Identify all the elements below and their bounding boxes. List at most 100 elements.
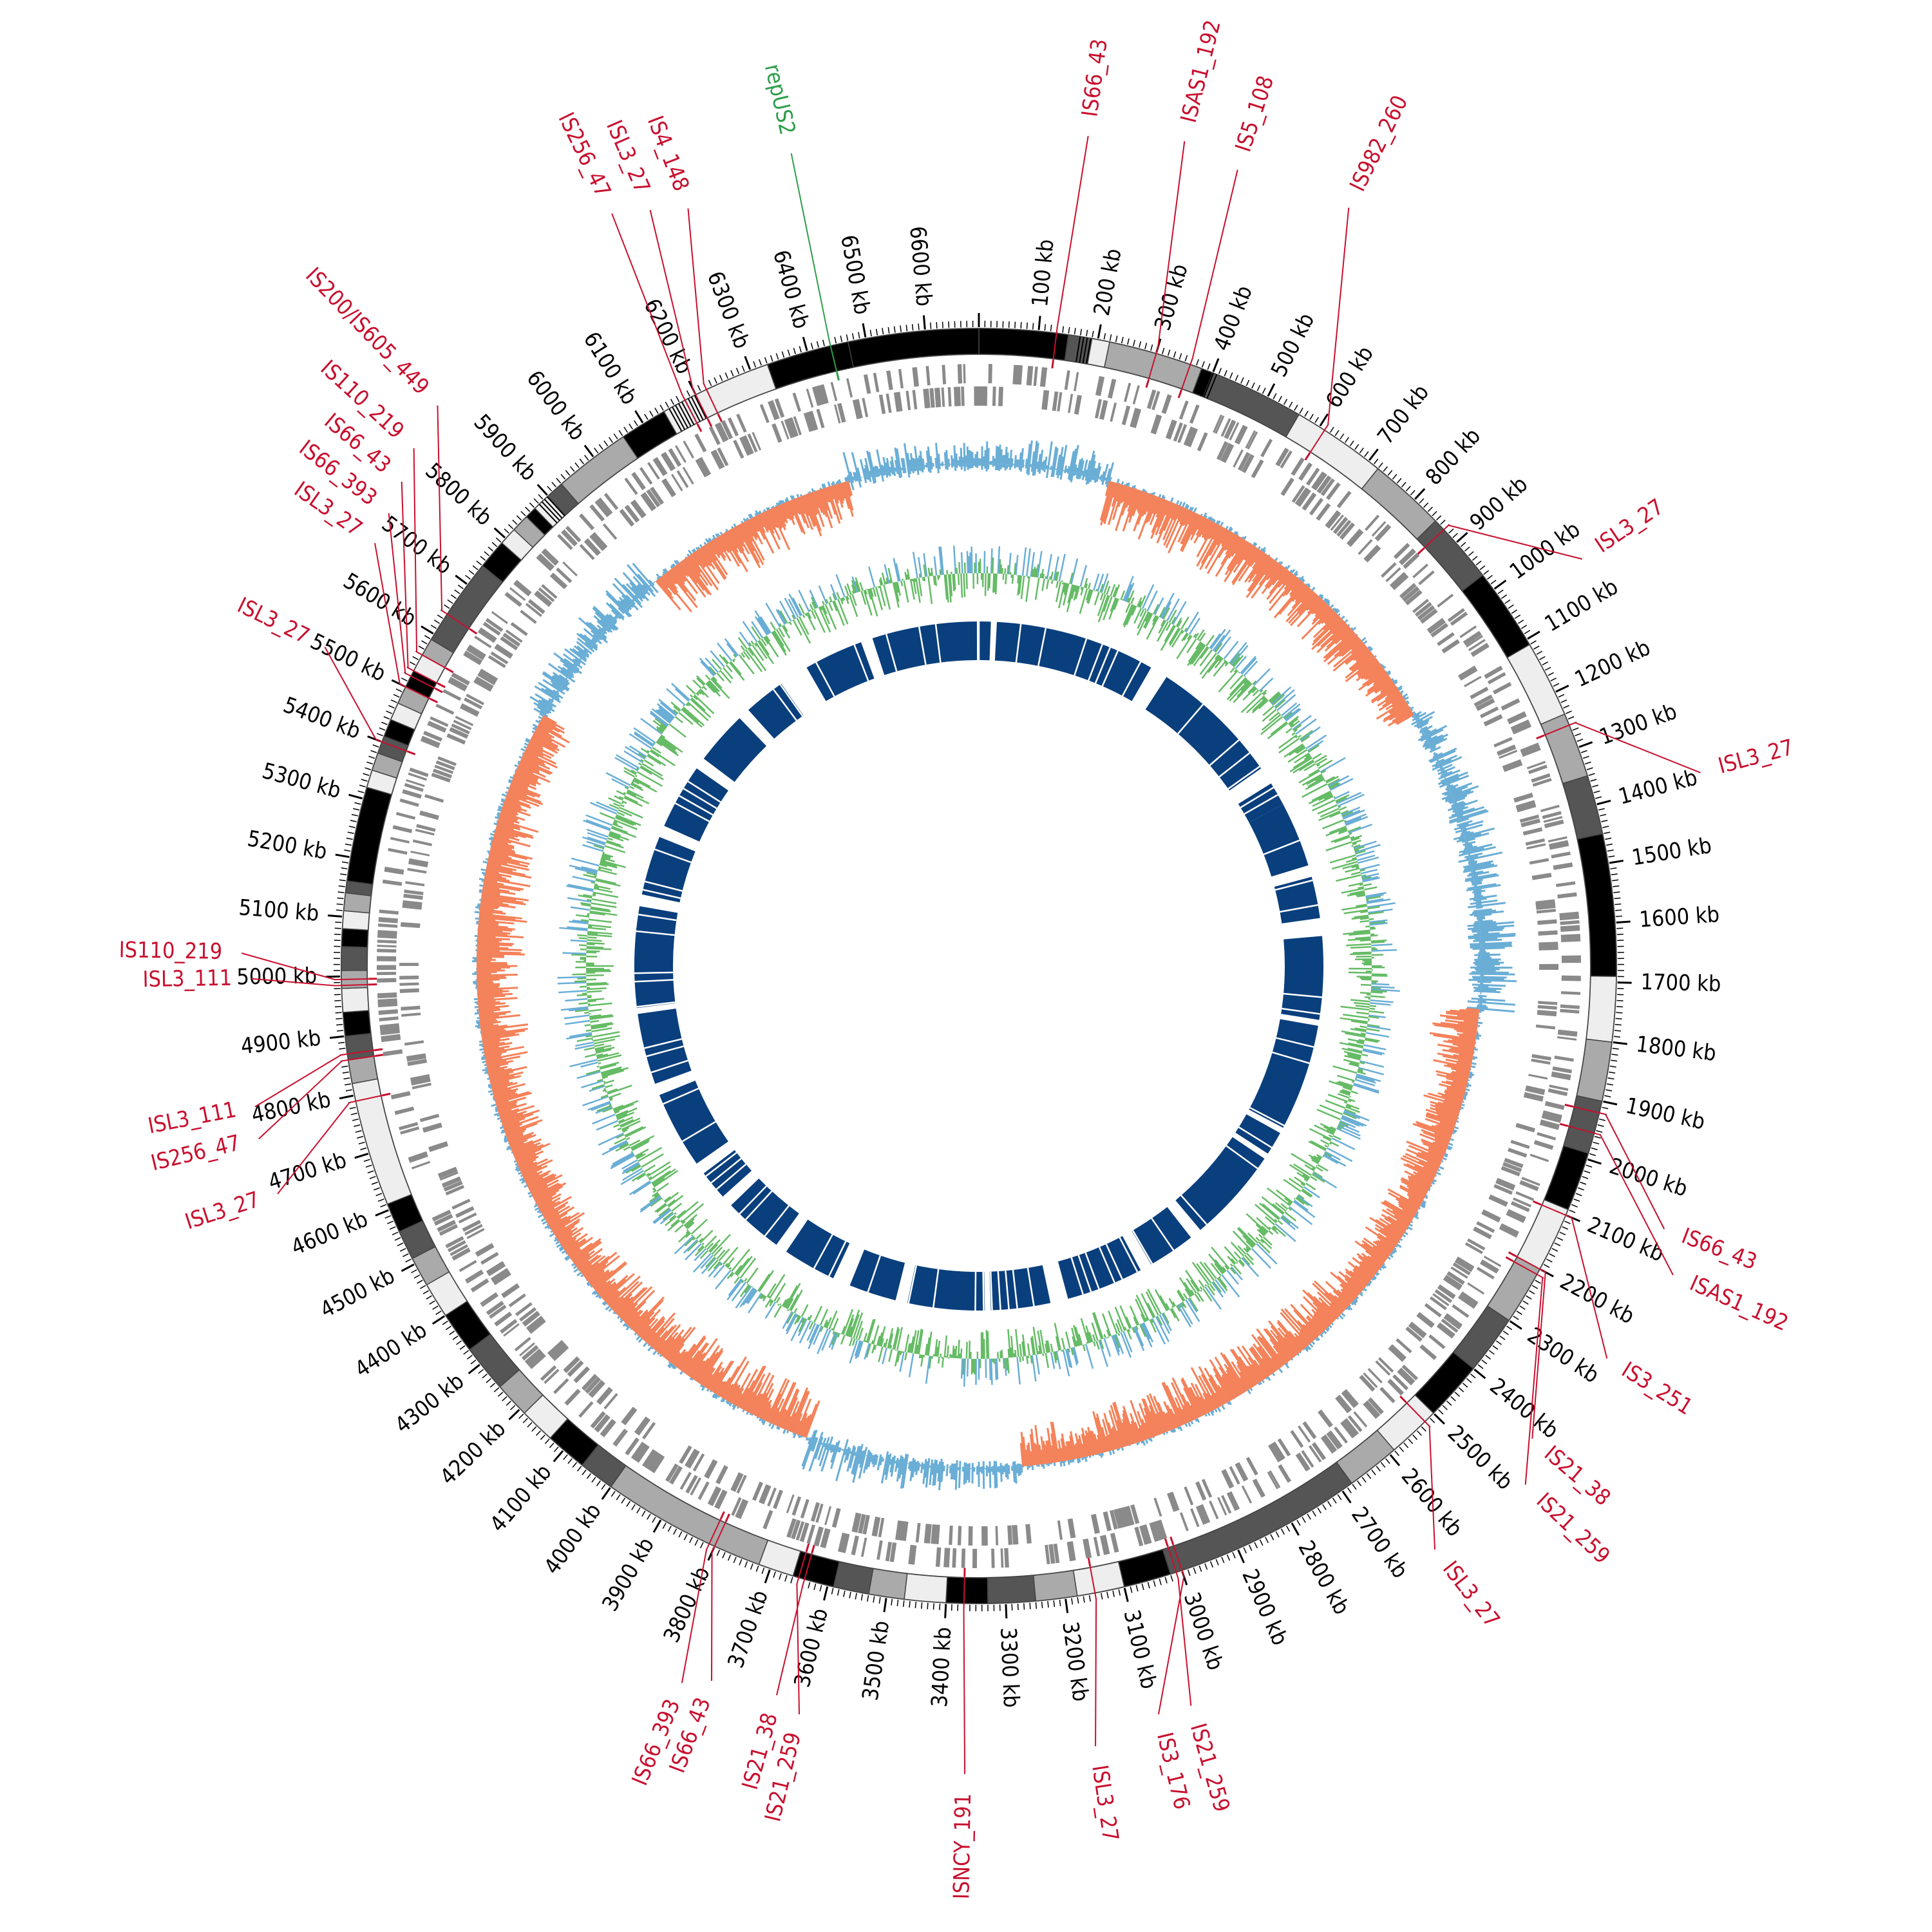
- contig-segment: [848, 328, 980, 368]
- contig-segment: [1104, 341, 1202, 393]
- tick-label: 3900 kb: [597, 1533, 659, 1616]
- gc-skew-ring: [471, 440, 1517, 1491]
- tick-label: 2800 kb: [1293, 1537, 1354, 1619]
- contig-segment: [792, 1550, 840, 1587]
- tick-label: 4900 kb: [240, 1025, 322, 1059]
- tick-label: 5800 kb: [420, 458, 497, 531]
- contig-segment: [945, 1576, 989, 1604]
- tick-label: 1000 kb: [1505, 516, 1585, 585]
- resistance-block: [806, 642, 875, 701]
- contig-segment: [1576, 1038, 1613, 1102]
- resistance-block: [1238, 783, 1283, 823]
- tick-label: 300 kb: [1150, 261, 1193, 333]
- contig-segment: [1117, 1549, 1171, 1587]
- contig-segment: [341, 928, 369, 948]
- tick-label: 4400 kb: [350, 1317, 431, 1383]
- resistance-block: [1175, 1137, 1265, 1230]
- resistance-block: [638, 1009, 692, 1084]
- tick-label: 2400 kb: [1485, 1373, 1564, 1444]
- contig-segment: [1032, 1569, 1078, 1602]
- tick-label: 5600 kb: [339, 568, 421, 632]
- tick-label: 4100 kb: [485, 1459, 557, 1537]
- contig-segment: [342, 1010, 372, 1037]
- resistance-block: [1249, 1019, 1318, 1128]
- is-element-label: ISAS1_192: [1176, 17, 1226, 125]
- tick-label: 2500 kb: [1443, 1421, 1518, 1495]
- tick-label: 700 kb: [1372, 380, 1434, 450]
- is-element-label: IS5_108: [1231, 73, 1280, 155]
- tick-label: 4200 kb: [435, 1416, 511, 1490]
- tick-label: 2000 kb: [1606, 1153, 1690, 1202]
- tick-label: 3700 kb: [723, 1587, 773, 1671]
- contig-segment: [343, 892, 372, 914]
- resistance-block: [1281, 936, 1324, 1020]
- is-element-label: ISL3_27: [1716, 734, 1796, 779]
- tick-label: 1500 kb: [1630, 833, 1714, 871]
- tick-label: 3200 kb: [1057, 1620, 1094, 1703]
- is-element-label: ISL3_27: [1086, 1763, 1123, 1843]
- tick-label: 1600 kb: [1638, 902, 1720, 933]
- tick-label: 2700 kb: [1346, 1502, 1413, 1583]
- resistance-block-ring: [634, 621, 1324, 1311]
- tick-label: 6300 kb: [702, 268, 755, 352]
- tick-label: 1100 kb: [1540, 574, 1623, 637]
- tick-label: 4800 kb: [249, 1086, 333, 1128]
- replicon-label: repUS2: [759, 62, 800, 138]
- contig-segment: [867, 1567, 908, 1600]
- is-element-label: IS256_47: [553, 108, 616, 201]
- resistance-block: [849, 1249, 905, 1301]
- contig-segment: [987, 1575, 1037, 1604]
- tick-label: 900 kb: [1465, 471, 1533, 536]
- contig-segment: [341, 946, 368, 971]
- tick-label: 3300 kb: [995, 1627, 1024, 1708]
- tick-label: 6600 kb: [904, 225, 936, 308]
- resistance-block: [1235, 1114, 1280, 1154]
- resistance-block: [1057, 1236, 1141, 1299]
- tick-label: 3500 kb: [858, 1619, 895, 1702]
- gc-content-ring: [557, 545, 1400, 1387]
- tick-label: 5300 kb: [260, 758, 344, 804]
- is-element-label: ISL3_27: [1437, 1557, 1505, 1633]
- contig-segment: [904, 1573, 948, 1604]
- resistance-block: [659, 1080, 728, 1164]
- tick-label: 3100 kb: [1118, 1607, 1161, 1692]
- tick-label: 400 kb: [1209, 282, 1258, 355]
- tick-label: 5200 kb: [245, 826, 329, 865]
- tick-label: 800 kb: [1421, 423, 1486, 490]
- tick-label: 2900 kb: [1236, 1566, 1293, 1649]
- resistance-block: [872, 621, 991, 676]
- tick-label: 4500 kb: [316, 1263, 399, 1323]
- contig-segment: [1072, 1561, 1125, 1596]
- contig-segment: [347, 1056, 379, 1084]
- contig-ring: [341, 328, 1617, 1604]
- tick-label: 5400 kb: [279, 692, 364, 744]
- contig-segment: [1577, 833, 1617, 978]
- is-element-label: IS3_251: [1617, 1357, 1697, 1420]
- is-element-label: IS3_176: [1151, 1730, 1195, 1812]
- tick-label: 200 kb: [1089, 247, 1127, 318]
- resistance-block: [703, 1150, 752, 1197]
- resistance-block: [703, 718, 767, 782]
- is-element-label: ISL3_27: [1591, 494, 1669, 558]
- tick-label: 1200 kb: [1571, 635, 1654, 693]
- is-element-label: IS200/IS605_449: [300, 263, 434, 400]
- tick-label: 1800 kb: [1634, 1031, 1718, 1066]
- tick-label: 5700 kb: [377, 511, 457, 580]
- is-element-label: IS66_43: [1678, 1223, 1761, 1275]
- resistance-block: [641, 837, 696, 903]
- contig-segment: [341, 910, 370, 931]
- resistance-block: [994, 621, 1151, 701]
- tick-label: 6500 kb: [835, 233, 875, 317]
- tick-label: 100 kb: [1027, 238, 1059, 308]
- tick-label: 1300 kb: [1596, 699, 1680, 750]
- is-element-label: IS982_260: [1345, 91, 1413, 196]
- contig-segment: [352, 1078, 412, 1205]
- tick-label: 5100 kb: [238, 895, 319, 927]
- tick-label: 1400 kb: [1616, 764, 1700, 810]
- is-element-label: IS256_47: [148, 1130, 242, 1177]
- is-element-label: ISNCY_191: [949, 1793, 976, 1899]
- contig-segment: [1543, 1145, 1589, 1211]
- is-element-label: IS66_43: [1077, 37, 1113, 118]
- is-element-label: ISAS1_192: [1686, 1271, 1792, 1337]
